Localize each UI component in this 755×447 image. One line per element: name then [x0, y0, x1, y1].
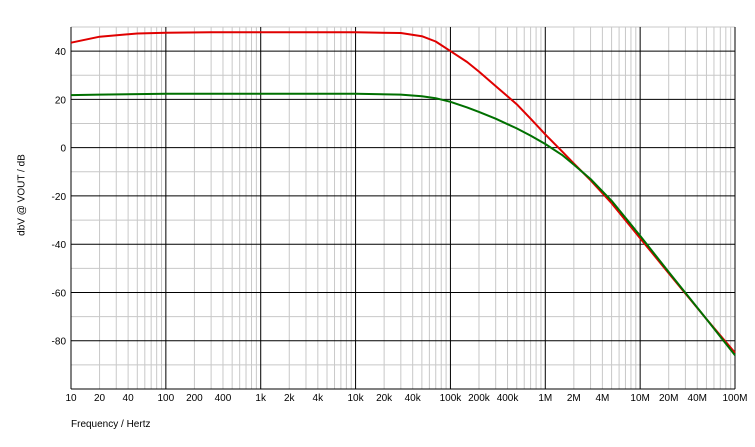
- x-tick-label: 400: [215, 393, 232, 404]
- y-axis-title: dbV @ VOUT / dB: [16, 154, 28, 236]
- x-tick-labels: 10 20 40 100 200 400 1k 2k 4k 10k 20k 40k 100k 200k 40…: [65, 393, 747, 404]
- x-tick-label: 400k: [497, 393, 520, 404]
- series-1-line: [70, 31, 736, 354]
- curves: [70, 31, 736, 356]
- y-tick-label: -40: [52, 240, 67, 251]
- x-tick-label: 10k: [348, 393, 365, 404]
- x-tick-label: 40k: [405, 393, 422, 404]
- x-tick-label: 20M: [659, 393, 678, 404]
- x-tick-label: 200: [186, 393, 203, 404]
- x-axis-title: Frequency / Hertz: [71, 419, 151, 430]
- x-tick-label: 1M: [538, 393, 552, 404]
- x-tick-label: 200k: [468, 393, 491, 404]
- x-tick-label: 2k: [284, 393, 296, 404]
- x-tick-label: 4k: [313, 393, 325, 404]
- x-tick-label: 20: [94, 393, 106, 404]
- y-tick-label: 20: [55, 95, 67, 106]
- y-tick-label: -20: [52, 192, 67, 203]
- y-tick-labels: 40 20 0 -20 -40 -60 -80: [52, 47, 67, 348]
- x-tick-label: 10M: [630, 393, 649, 404]
- y-tick-label: 40: [55, 47, 67, 58]
- x-tick-label: 2M: [567, 393, 581, 404]
- x-tick-label: 40M: [688, 393, 707, 404]
- x-tick-label: 100M: [722, 393, 747, 404]
- x-tick-label: 1k: [255, 393, 267, 404]
- series-2-line: [70, 92, 736, 356]
- x-tick-label: 100: [158, 393, 175, 404]
- y-tick-label: -60: [52, 288, 67, 299]
- y-tick-label: 0: [60, 144, 66, 155]
- x-tick-label: 10: [65, 393, 77, 404]
- x-tick-label: 20k: [376, 393, 393, 404]
- x-tick-label: 100k: [440, 393, 463, 404]
- plot-area: [71, 27, 735, 389]
- major-gridlines: [70, 27, 736, 390]
- x-tick-label: 4M: [595, 393, 609, 404]
- y-tick-label: -80: [52, 337, 67, 348]
- minor-gridlines: [71, 26, 735, 389]
- y-axis-title-box: dbV @ VOUT / dB: [12, 95, 32, 295]
- x-tick-label: 40: [123, 393, 135, 404]
